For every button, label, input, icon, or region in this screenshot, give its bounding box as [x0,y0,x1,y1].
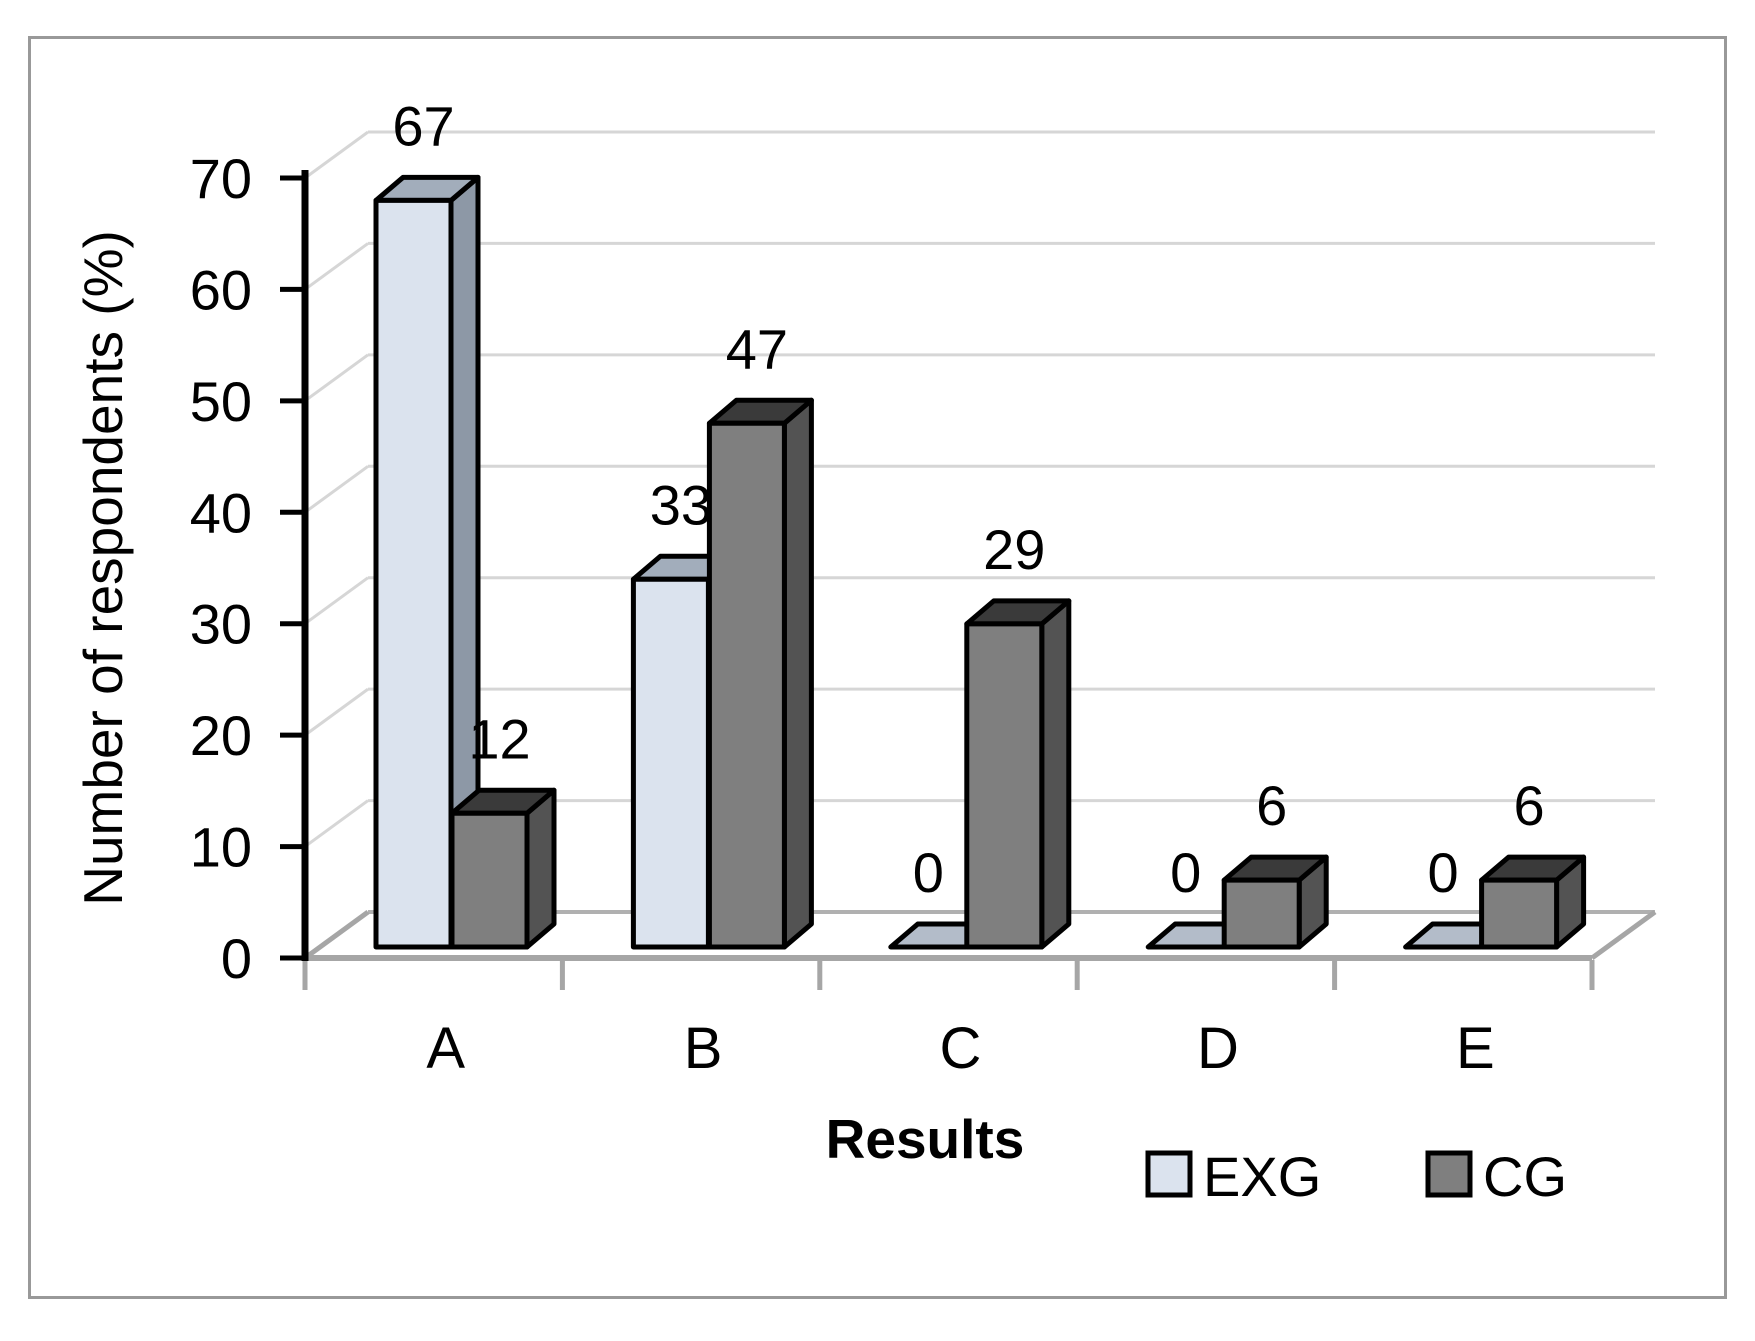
x-axis-title: Results [826,1108,1025,1170]
legend: EXG CG [1145,1145,1567,1208]
chart-frame-border [28,36,1727,1299]
x-category-label-A: A [426,1016,465,1081]
bar-side-CG-B [781,397,814,950]
y-tick-label: 50 [190,370,252,433]
legend-swatch-EXG [1145,1150,1193,1198]
bar-side-CG-C [1039,598,1072,950]
y-tick-label: 0 [221,927,252,990]
legend-label-EXG: EXG [1203,1145,1321,1208]
value-label-EXG-C: 0 [913,841,944,904]
y-tick-label: 30 [190,593,252,656]
value-label-EXG-B: 33 [650,473,712,536]
grid-diagonal [304,799,369,848]
y-tick-labels: 0 10 20 30 40 50 60 70 [190,147,252,990]
value-label-CG-B: 47 [726,317,788,380]
y-tick-label: 20 [190,704,252,767]
grid-diagonal [304,242,369,291]
y-tick-label: 70 [190,147,252,210]
grid-diagonal [304,130,369,180]
grid-diagonal [304,687,369,737]
value-label-EXG-E: 0 [1428,841,1459,904]
bar-side-CG-A [524,787,557,950]
x-category-label-D: D [1197,1016,1239,1081]
floor-left-edge [303,909,370,961]
y-tick-label: 60 [190,258,252,321]
value-label-CG-D: 6 [1256,774,1287,837]
x-category-label-B: B [684,1016,723,1081]
grid-diagonal [304,353,369,403]
bar-EXG-B [630,576,711,950]
gridlines [304,130,1655,914]
bar-CG-B [706,420,787,950]
bar-CG-C [964,621,1045,950]
value-label-CG-E: 6 [1514,774,1545,837]
bars [373,174,1587,950]
value-label-EXG-A: 67 [392,94,454,157]
value-label-EXG-D: 0 [1170,841,1201,904]
x-category-labels: A B C D E [426,1016,1494,1081]
legend-label-CG: CG [1483,1145,1567,1208]
bar-CG-A [449,810,530,950]
y-axis [280,169,309,961]
x-axis-ticks [302,960,1595,990]
x-category-label-E: E [1456,1016,1495,1081]
y-tick-label: 10 [190,816,252,879]
chart-floor [303,909,1657,961]
legend-swatch-CG [1425,1150,1473,1198]
value-label-CG-C: 29 [983,518,1045,581]
grid-diagonal [304,465,369,514]
x-category-label-C: C [940,1016,982,1081]
value-label-CG-A: 12 [468,707,530,770]
bar-CG-D [1221,877,1302,950]
y-axis-title: Number of respondents (%) [72,230,134,906]
grid-diagonal [304,576,369,625]
bar-EXG-A [373,197,454,950]
floor-right-edge [1590,909,1657,961]
bar-CG-E [1479,877,1560,950]
y-tick-label: 40 [190,481,252,544]
